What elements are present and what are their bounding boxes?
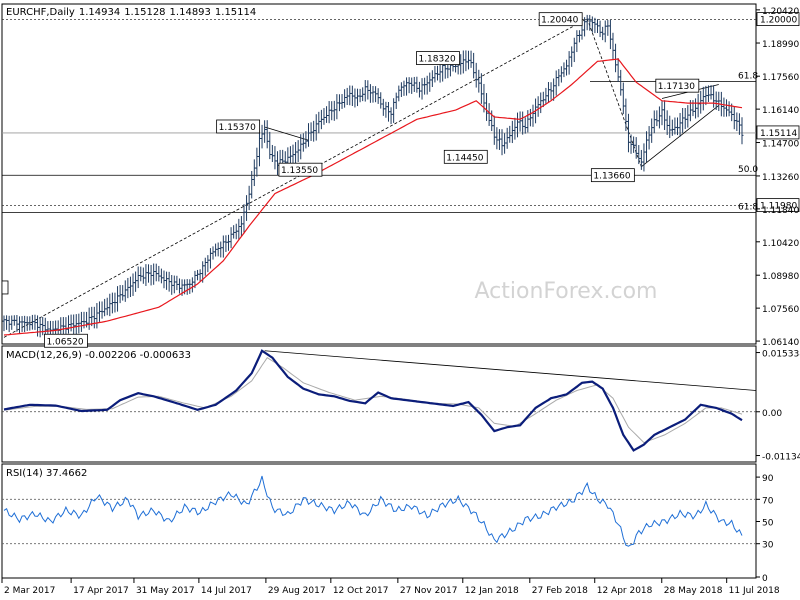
macd-line xyxy=(3,349,743,452)
rsi-y-tick-label: 30 xyxy=(762,541,774,551)
rsi-line xyxy=(3,475,743,547)
x-tick-label: 2 Mar 2017 xyxy=(4,586,55,596)
macd-y-tick-label: 0.00 xyxy=(762,409,782,419)
price-y-tick-label: 1.17560 xyxy=(762,73,799,83)
macd-panel xyxy=(1,345,757,463)
price-tag-box xyxy=(756,125,800,140)
price-y-tick-label: 1.20420 xyxy=(762,7,799,17)
fall-projection-line xyxy=(586,18,642,167)
annotation-box xyxy=(590,168,635,183)
price-annotations: 1.20040 1.18320 1.17130 1.15370 1.13550 1.144… xyxy=(1,12,700,348)
price-y-tick-label: 1.08980 xyxy=(762,272,799,282)
annotation-box xyxy=(655,78,700,93)
rsi-y-tick-label: 70 xyxy=(762,496,774,506)
price-tag: 1.20000 xyxy=(760,16,797,26)
annotation-label: 1.13660 xyxy=(593,172,630,182)
macd-y-axis: 0.015338 0.00 -0.011344 xyxy=(756,350,800,463)
macd-trendline xyxy=(264,350,757,391)
annotation-box xyxy=(416,51,460,65)
price-tag: 1.11980 xyxy=(760,202,797,212)
annotation-box xyxy=(44,333,88,348)
x-axis: 2 Mar 2017 17 Apr 2017 31 May 2017 14 Jul 2… xyxy=(1,578,780,596)
annotation-label: 1.14450 xyxy=(446,153,483,163)
annotation-label: 1.06520 xyxy=(46,337,83,347)
x-tick-label: 11 Jul 2018 xyxy=(729,586,780,596)
price-y-tick-label: 1.16140 xyxy=(762,106,799,116)
fib-level-label: 50.0 xyxy=(738,165,758,175)
price-tag-box xyxy=(756,198,800,213)
price-y-tick-label: 1.06140 xyxy=(762,338,799,348)
macd-y-tick-label: 0.015338 xyxy=(762,350,800,360)
annotation-box-cut xyxy=(1,280,9,295)
fib-level-label: 61.8 xyxy=(738,72,758,82)
price-y-tick-label: 1.10420 xyxy=(762,239,799,249)
x-tick-label: 12 Apr 2018 xyxy=(597,586,653,596)
price-y-tick-label: 1.11840 xyxy=(762,206,799,216)
rsi-y-tick-label: 50 xyxy=(762,519,774,529)
x-tick-label: 12 Oct 2017 xyxy=(333,586,389,596)
annotation-label: 1.17130 xyxy=(658,82,695,92)
macd-title: MACD(12,26,9) -0.002206 -0.000633 xyxy=(6,350,191,361)
x-tick-label: 14 Jul 2017 xyxy=(201,586,252,596)
annotation-box xyxy=(443,149,488,164)
x-tick-label: 17 Apr 2017 xyxy=(73,586,129,596)
macd-y-tick-label: -0.011344 xyxy=(762,453,800,463)
price-y-tick-label: 1.18990 xyxy=(762,40,799,50)
rising-trendline xyxy=(3,18,588,338)
price-tag: 1.15114 xyxy=(760,129,797,139)
annotation-label: 1.18320 xyxy=(418,55,455,65)
annotation-label: 1.20040 xyxy=(541,16,578,26)
price-y-axis: 1.20420 1.18990 1.17560 1.16140 1.14700 1.132… xyxy=(756,7,799,348)
price-y-tick-label: 1.13260 xyxy=(762,173,799,183)
annotation-label: 1.13550 xyxy=(281,166,318,176)
price-y-tick-label: 1.07560 xyxy=(762,305,799,315)
x-tick-label: 31 May 2017 xyxy=(136,586,195,596)
annotation-box xyxy=(538,12,583,27)
fib-level-label: 61.8 xyxy=(738,202,758,212)
rsi-y-tick-label: 0 xyxy=(762,574,768,584)
x-tick-label: 27 Feb 2018 xyxy=(532,586,588,596)
annotation-box xyxy=(278,162,323,177)
watermark: ActionForex.com xyxy=(475,279,658,304)
rsi-title: RSI(14) 37.4662 xyxy=(6,468,87,479)
rsi-y-tick-label: 90 xyxy=(762,474,774,484)
macd-layer xyxy=(2,349,757,452)
price-tag-box xyxy=(756,12,800,26)
price-y-tick-label: 1.14700 xyxy=(762,140,799,150)
annotation-label: 1.15370 xyxy=(219,123,256,133)
rsi-panel xyxy=(1,463,757,579)
sma55-line xyxy=(3,58,743,336)
price-title: EURCHF,Daily 1.14934 1.15128 1.14893 1.15114 xyxy=(6,7,256,18)
rsi-layer xyxy=(2,475,756,547)
x-tick-label: 28 May 2018 xyxy=(664,586,723,596)
x-tick-label: 12 Jan 2018 xyxy=(465,586,519,596)
annotation-box xyxy=(216,119,261,134)
x-tick-label: 29 Aug 2017 xyxy=(268,586,326,596)
x-tick-label: 27 Nov 2017 xyxy=(400,586,458,596)
rsi-y-axis: 90 70 50 30 0 xyxy=(756,474,774,584)
